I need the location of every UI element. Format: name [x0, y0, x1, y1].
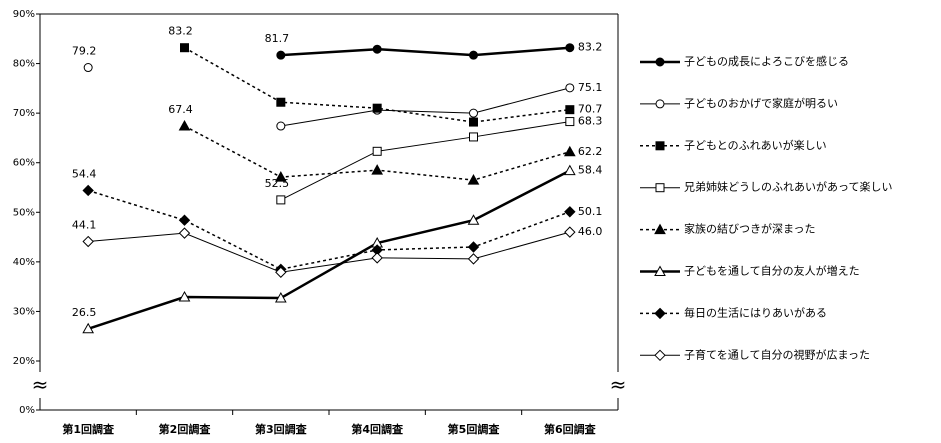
legend-label: 子育てを通して自分の視野が広まった — [684, 347, 870, 361]
data-point — [563, 145, 576, 157]
data-label: 54.4 — [72, 167, 97, 180]
series-line — [280, 121, 570, 201]
data-point — [564, 206, 576, 218]
y-tick-label: 30% — [13, 306, 35, 317]
legend-label: 子どもとのふれあいが楽しい — [684, 138, 827, 152]
data-point — [180, 43, 189, 53]
legend-label: 兄弟姉妹どうしのふれあいがあって楽しい — [684, 180, 892, 194]
data-point — [274, 171, 287, 182]
series-line — [184, 47, 570, 123]
series-line — [280, 46, 570, 57]
data-point — [178, 227, 191, 239]
data-point — [275, 266, 287, 278]
legend-marker — [655, 99, 665, 109]
data-point — [371, 164, 384, 175]
data-point — [372, 146, 382, 156]
legend-marker — [655, 57, 665, 67]
data-point — [564, 226, 576, 238]
data-point — [276, 97, 286, 107]
data-label: 46.0 — [578, 225, 603, 238]
data-point — [372, 103, 382, 113]
data-point — [467, 241, 480, 253]
y-tick-label: 0% — [19, 405, 35, 416]
data-label: 79.2 — [72, 45, 97, 58]
series-line — [88, 231, 570, 273]
legend-label: 毎日の生活にはりあいがある — [684, 305, 827, 319]
y-tick-label: 40% — [13, 257, 35, 268]
data-point — [82, 322, 95, 334]
data-label: 44.1 — [72, 219, 97, 232]
x-tick-label: 第3回調査 — [255, 422, 307, 436]
data-point — [82, 184, 94, 197]
legend-label: 子どもの成長によろこびを感じる — [684, 55, 849, 68]
data-point — [565, 83, 575, 93]
series-line — [87, 169, 571, 330]
y-tick-label: 50% — [13, 207, 35, 218]
data-point — [469, 132, 478, 142]
data-point — [274, 292, 287, 303]
legend-label: 家族の結びつきが深まった — [684, 222, 816, 236]
x-tick-label: 第6回調査 — [544, 422, 596, 436]
x-tick-label: 第4回調査 — [351, 422, 403, 436]
axis-break: ≈ — [32, 373, 49, 397]
data-point — [467, 174, 480, 185]
data-point — [469, 117, 478, 127]
y-tick-label: 60% — [13, 158, 35, 169]
data-label: 58.4 — [578, 164, 603, 177]
legend-marker — [654, 223, 666, 235]
legend-marker — [654, 307, 666, 320]
data-label: 26.5 — [72, 306, 97, 319]
data-point — [276, 121, 286, 131]
data-point — [563, 164, 576, 176]
y-tick-label: 80% — [13, 59, 35, 70]
y-tick-label: 70% — [13, 108, 35, 119]
y-tick-label: 90% — [13, 9, 35, 20]
data-label: 68.3 — [578, 115, 603, 128]
data-point — [178, 214, 191, 226]
data-label: 50.1 — [578, 205, 603, 218]
y-tick-label: 20% — [13, 356, 35, 367]
x-tick-label: 第5回調査 — [448, 422, 500, 436]
data-point — [276, 195, 286, 205]
data-point — [276, 50, 286, 60]
data-label: 70.7 — [578, 103, 603, 116]
data-point — [82, 235, 94, 248]
data-point — [372, 44, 382, 54]
data-point — [565, 105, 575, 115]
legend-marker — [655, 183, 665, 193]
legend-marker — [655, 141, 665, 151]
axis-break: ≈ — [610, 373, 627, 397]
data-point — [565, 117, 575, 127]
data-point — [469, 108, 478, 118]
data-point — [371, 252, 383, 264]
x-tick-label: 第2回調査 — [159, 422, 211, 436]
data-point — [178, 120, 191, 131]
data-point — [83, 63, 93, 73]
data-point — [467, 214, 480, 225]
x-tick-label: 第1回調査 — [62, 422, 114, 436]
series-line — [280, 87, 570, 127]
data-point — [469, 50, 478, 60]
data-label: 62.2 — [578, 145, 603, 158]
series-line — [87, 189, 571, 271]
data-label: 81.7 — [265, 32, 290, 45]
legend-label: 子どものおかげで家庭が明るい — [684, 96, 838, 110]
data-label: 75.1 — [578, 81, 603, 94]
data-point — [178, 291, 191, 302]
data-label: 67.4 — [168, 103, 193, 116]
data-point — [467, 253, 480, 265]
legend-marker — [654, 265, 666, 276]
data-label: 83.2 — [578, 41, 603, 54]
data-label: 83.2 — [168, 25, 193, 38]
legend-marker — [654, 349, 666, 362]
legend-label: 子どもを通して自分の友人が増えた — [684, 264, 860, 278]
data-point — [565, 43, 575, 53]
